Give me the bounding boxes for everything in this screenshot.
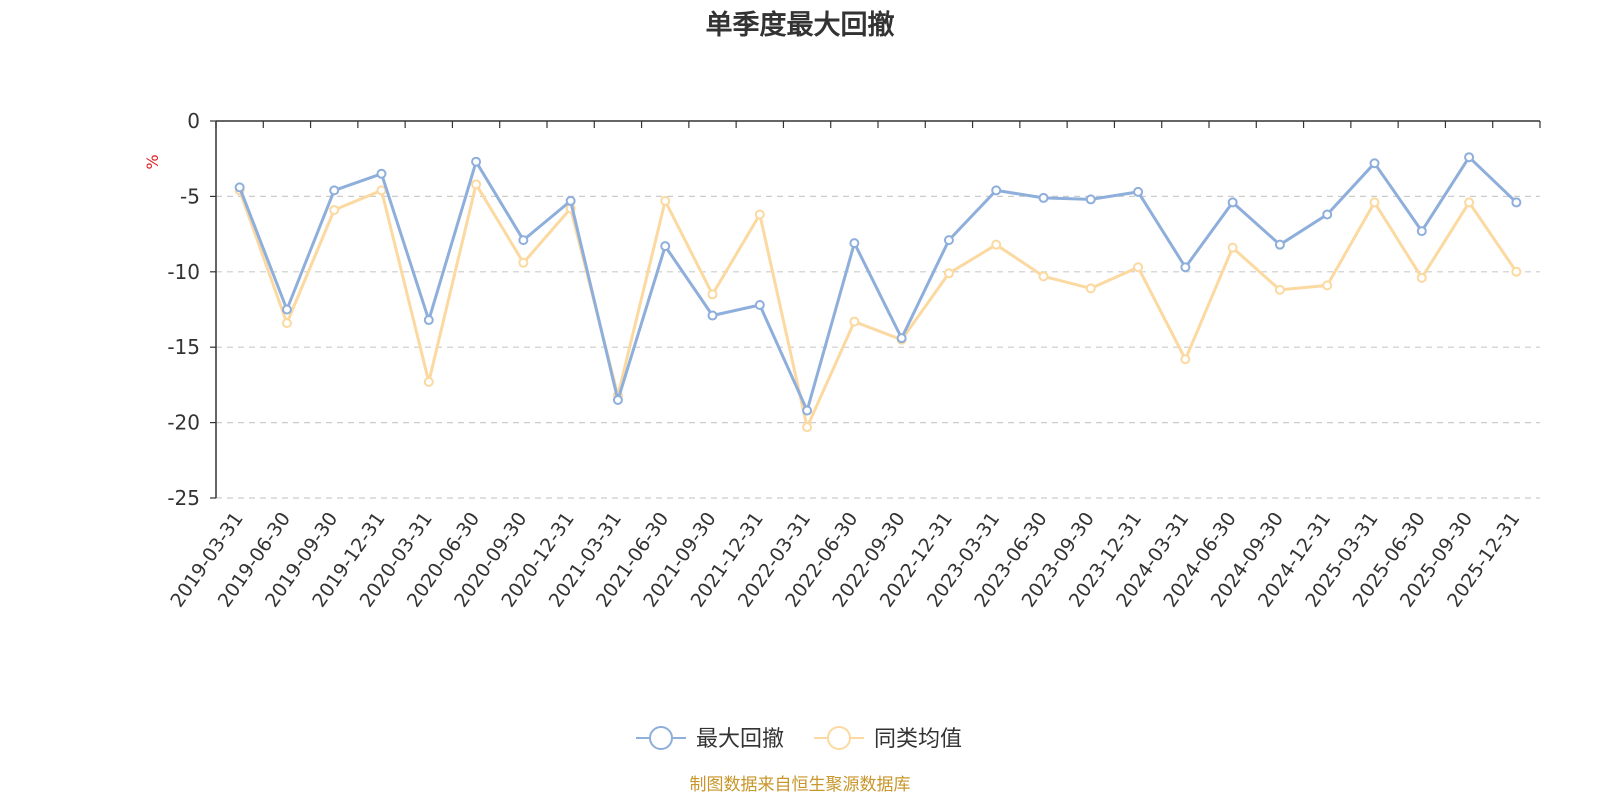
legend-label: 同类均值 (874, 727, 962, 752)
data-point (518, 235, 529, 246)
data-point (1322, 209, 1333, 220)
series-line (238, 155, 1518, 412)
data-point (329, 204, 340, 215)
data-point (1322, 280, 1333, 291)
data-point (991, 185, 1002, 196)
data-point (943, 268, 954, 279)
chart-title: 单季度最大回撤 (706, 9, 895, 41)
data-point (376, 185, 387, 196)
legend-marker (649, 726, 673, 750)
legend-label: 最大回撤 (696, 727, 784, 752)
data-point (281, 318, 292, 329)
data-point (802, 422, 813, 433)
data-point (660, 195, 671, 206)
data-point (281, 304, 292, 315)
data-point (1369, 197, 1380, 208)
data-point (612, 394, 623, 405)
series-line (238, 182, 1518, 429)
data-point (1416, 272, 1427, 283)
y-tick-label: -10 (167, 260, 200, 284)
data-point (896, 333, 907, 344)
data-point (754, 209, 765, 220)
y-tick-label: 0 (187, 109, 200, 133)
data-point (707, 310, 718, 321)
data-point (1274, 239, 1285, 250)
data-point (1464, 152, 1475, 163)
data-point (660, 241, 671, 252)
data-point (754, 299, 765, 310)
data-point (423, 315, 434, 326)
data-point (1274, 284, 1285, 295)
y-tick-label: -20 (167, 411, 200, 435)
data-point (1227, 242, 1238, 253)
y-axis-unit: % (143, 154, 162, 169)
data-point (1511, 266, 1522, 277)
data-point (234, 182, 245, 193)
data-point (943, 235, 954, 246)
y-tick-label: -25 (167, 486, 200, 510)
data-point (565, 195, 576, 206)
y-tick-label: -15 (167, 335, 200, 359)
data-point (1369, 158, 1380, 169)
data-point (471, 179, 482, 190)
data-point (1227, 197, 1238, 208)
data-point (1464, 197, 1475, 208)
data-source-note: 制图数据来自恒生聚源数据库 (690, 775, 911, 795)
data-point (849, 238, 860, 249)
data-point (376, 168, 387, 179)
data-point (1085, 194, 1096, 205)
data-point (518, 257, 529, 268)
data-point (1180, 354, 1191, 365)
data-point (1085, 283, 1096, 294)
data-point (329, 185, 340, 196)
data-point (1511, 197, 1522, 208)
data-point (849, 316, 860, 327)
data-point (1038, 271, 1049, 282)
data-point (423, 376, 434, 387)
data-point (802, 405, 813, 416)
y-tick-label: -5 (180, 184, 200, 208)
data-point (991, 239, 1002, 250)
data-point (1180, 262, 1191, 273)
data-point (707, 289, 718, 300)
data-point (1416, 226, 1427, 237)
data-point (1133, 262, 1144, 273)
data-point (1038, 192, 1049, 203)
data-point (471, 156, 482, 167)
data-point (1133, 186, 1144, 197)
legend-marker (827, 726, 851, 750)
